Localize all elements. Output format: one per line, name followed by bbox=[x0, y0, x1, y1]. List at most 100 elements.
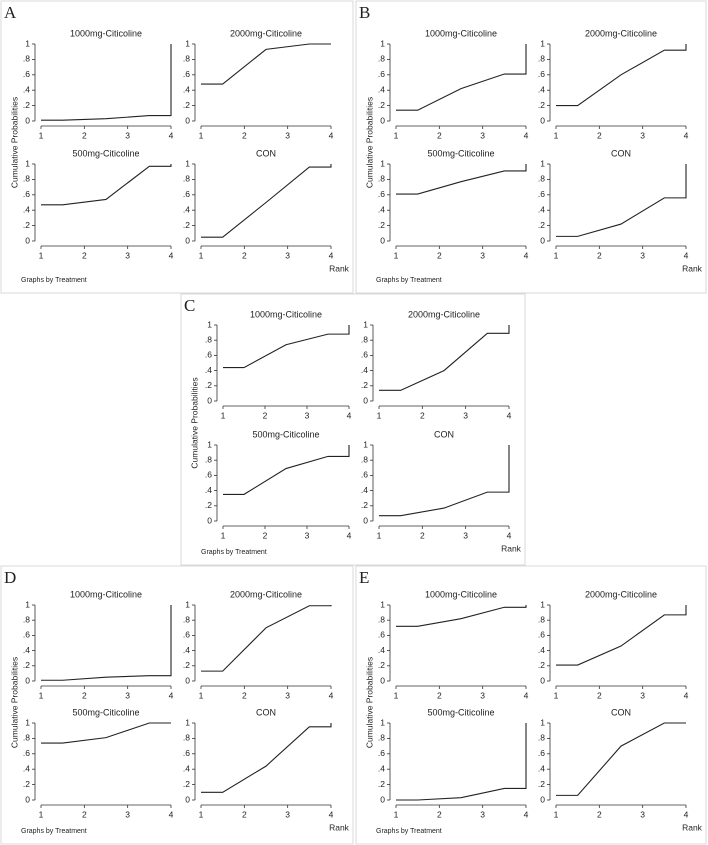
y-tick-label: .2 bbox=[183, 100, 190, 110]
y-tick-label: .4 bbox=[538, 84, 545, 94]
x-tick-label: 4 bbox=[524, 690, 529, 700]
x-tick-label: 3 bbox=[480, 130, 485, 140]
x-axis-label: Rank bbox=[501, 543, 522, 553]
y-tick-label: .6 bbox=[183, 630, 190, 640]
y-tick-label: .8 bbox=[538, 174, 545, 184]
x-tick-label: 1 bbox=[199, 250, 204, 260]
y-tick-label: .6 bbox=[378, 69, 385, 79]
panel: D Cumulative Probabilities Rank Graphs by T… bbox=[0, 565, 354, 845]
y-tick-label: .4 bbox=[23, 645, 30, 655]
probability-line bbox=[41, 722, 171, 744]
x-tick-label: 2 bbox=[242, 690, 247, 700]
y-tick-label: .8 bbox=[361, 454, 368, 464]
y-tick-label: .4 bbox=[183, 645, 190, 655]
x-tick-label: 2 bbox=[597, 130, 602, 140]
y-tick-label: .4 bbox=[205, 485, 212, 495]
probability-line bbox=[396, 164, 527, 195]
y-tick-label: .2 bbox=[183, 779, 190, 789]
y-tick-label: 1 bbox=[540, 38, 545, 48]
probability-line bbox=[41, 605, 172, 681]
y-tick-label: 0 bbox=[185, 235, 190, 245]
y-tick-label: .4 bbox=[183, 84, 190, 94]
y-tick-label: 1 bbox=[25, 158, 30, 168]
x-tick-label: 2 bbox=[437, 809, 442, 819]
probability-line bbox=[396, 605, 527, 627]
x-tick-label: 1 bbox=[39, 130, 44, 140]
y-tick-label: .8 bbox=[205, 454, 212, 464]
y-tick-label: .2 bbox=[538, 220, 545, 230]
y-tick-label: .4 bbox=[538, 763, 545, 773]
y-tick-label: 0 bbox=[185, 794, 190, 804]
y-tick-label: .4 bbox=[23, 204, 30, 214]
panel-letter: A bbox=[4, 3, 17, 22]
x-axis-label: Rank bbox=[329, 263, 350, 273]
y-tick-label: .4 bbox=[23, 763, 30, 773]
x-tick-label: 4 bbox=[169, 690, 174, 700]
x-tick-label: 3 bbox=[125, 130, 130, 140]
y-tick-label: 0 bbox=[25, 794, 30, 804]
subplot-title: 500mg-Citicoline bbox=[72, 707, 139, 717]
y-tick-label: 1 bbox=[380, 38, 385, 48]
y-tick-label: .2 bbox=[23, 660, 30, 670]
y-tick-label: .2 bbox=[378, 220, 385, 230]
x-tick-label: 4 bbox=[329, 690, 334, 700]
y-tick-label: .6 bbox=[183, 69, 190, 79]
y-tick-label: .8 bbox=[23, 174, 30, 184]
x-tick-label: 3 bbox=[285, 809, 290, 819]
y-tick-label: 1 bbox=[380, 158, 385, 168]
probability-line bbox=[201, 164, 332, 238]
subplot-title: 500mg-Citicoline bbox=[427, 707, 494, 717]
y-tick-label: .2 bbox=[23, 220, 30, 230]
x-tick-label: 2 bbox=[242, 809, 247, 819]
y-tick-label: .8 bbox=[378, 614, 385, 624]
subplot-title: CON bbox=[611, 707, 631, 717]
x-tick-label: 3 bbox=[285, 130, 290, 140]
x-tick-label: 2 bbox=[437, 250, 442, 260]
x-tick-label: 2 bbox=[242, 130, 247, 140]
x-tick-label: 3 bbox=[125, 250, 130, 260]
x-tick-label: 2 bbox=[597, 250, 602, 260]
y-tick-label: .8 bbox=[378, 54, 385, 64]
y-tick-label: 1 bbox=[185, 38, 190, 48]
y-tick-label: .6 bbox=[183, 748, 190, 758]
note: Graphs by Treatment bbox=[201, 549, 267, 556]
panel-frame bbox=[355, 0, 707, 294]
y-tick-label: .4 bbox=[23, 84, 30, 94]
x-tick-label: 2 bbox=[263, 410, 268, 420]
subplot-title: 2000mg-Citicoline bbox=[585, 28, 657, 38]
x-tick-label: 3 bbox=[640, 130, 645, 140]
x-tick-label: 4 bbox=[684, 130, 689, 140]
x-tick-label: 2 bbox=[263, 530, 268, 540]
x-tick-label: 3 bbox=[480, 809, 485, 819]
x-tick-label: 1 bbox=[554, 809, 559, 819]
panel-frame bbox=[0, 0, 354, 294]
x-tick-label: 3 bbox=[463, 410, 468, 420]
y-tick-label: 0 bbox=[363, 395, 368, 405]
x-tick-label: 3 bbox=[305, 410, 310, 420]
x-tick-label: 1 bbox=[377, 410, 382, 420]
note: Graphs by Treatment bbox=[21, 277, 87, 284]
subplot-title: CON bbox=[611, 148, 631, 158]
x-tick-label: 4 bbox=[329, 250, 334, 260]
x-tick-label: 2 bbox=[82, 690, 87, 700]
x-tick-label: 3 bbox=[480, 690, 485, 700]
probability-line bbox=[223, 445, 350, 495]
x-tick-label: 4 bbox=[684, 250, 689, 260]
x-tick-label: 2 bbox=[82, 809, 87, 819]
probability-line bbox=[201, 723, 332, 793]
x-tick-label: 4 bbox=[507, 530, 512, 540]
subplot-title: 1000mg-Citicoline bbox=[70, 28, 142, 38]
x-tick-label: 2 bbox=[437, 690, 442, 700]
subplot-title: CON bbox=[434, 429, 454, 439]
y-tick-label: .4 bbox=[361, 485, 368, 495]
y-tick-label: 1 bbox=[25, 717, 30, 727]
y-tick-label: 0 bbox=[380, 794, 385, 804]
y-tick-label: .2 bbox=[538, 779, 545, 789]
y-tick-label: .2 bbox=[378, 779, 385, 789]
x-tick-label: 2 bbox=[437, 130, 442, 140]
y-tick-label: .2 bbox=[205, 500, 212, 510]
x-tick-label: 3 bbox=[463, 530, 468, 540]
x-tick-label: 3 bbox=[480, 250, 485, 260]
y-axis-label: Cumulative Probabilities bbox=[189, 377, 199, 468]
y-tick-label: .4 bbox=[205, 365, 212, 375]
